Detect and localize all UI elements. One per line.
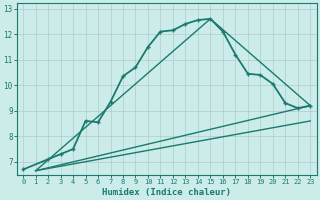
X-axis label: Humidex (Indice chaleur): Humidex (Indice chaleur)	[102, 188, 231, 197]
